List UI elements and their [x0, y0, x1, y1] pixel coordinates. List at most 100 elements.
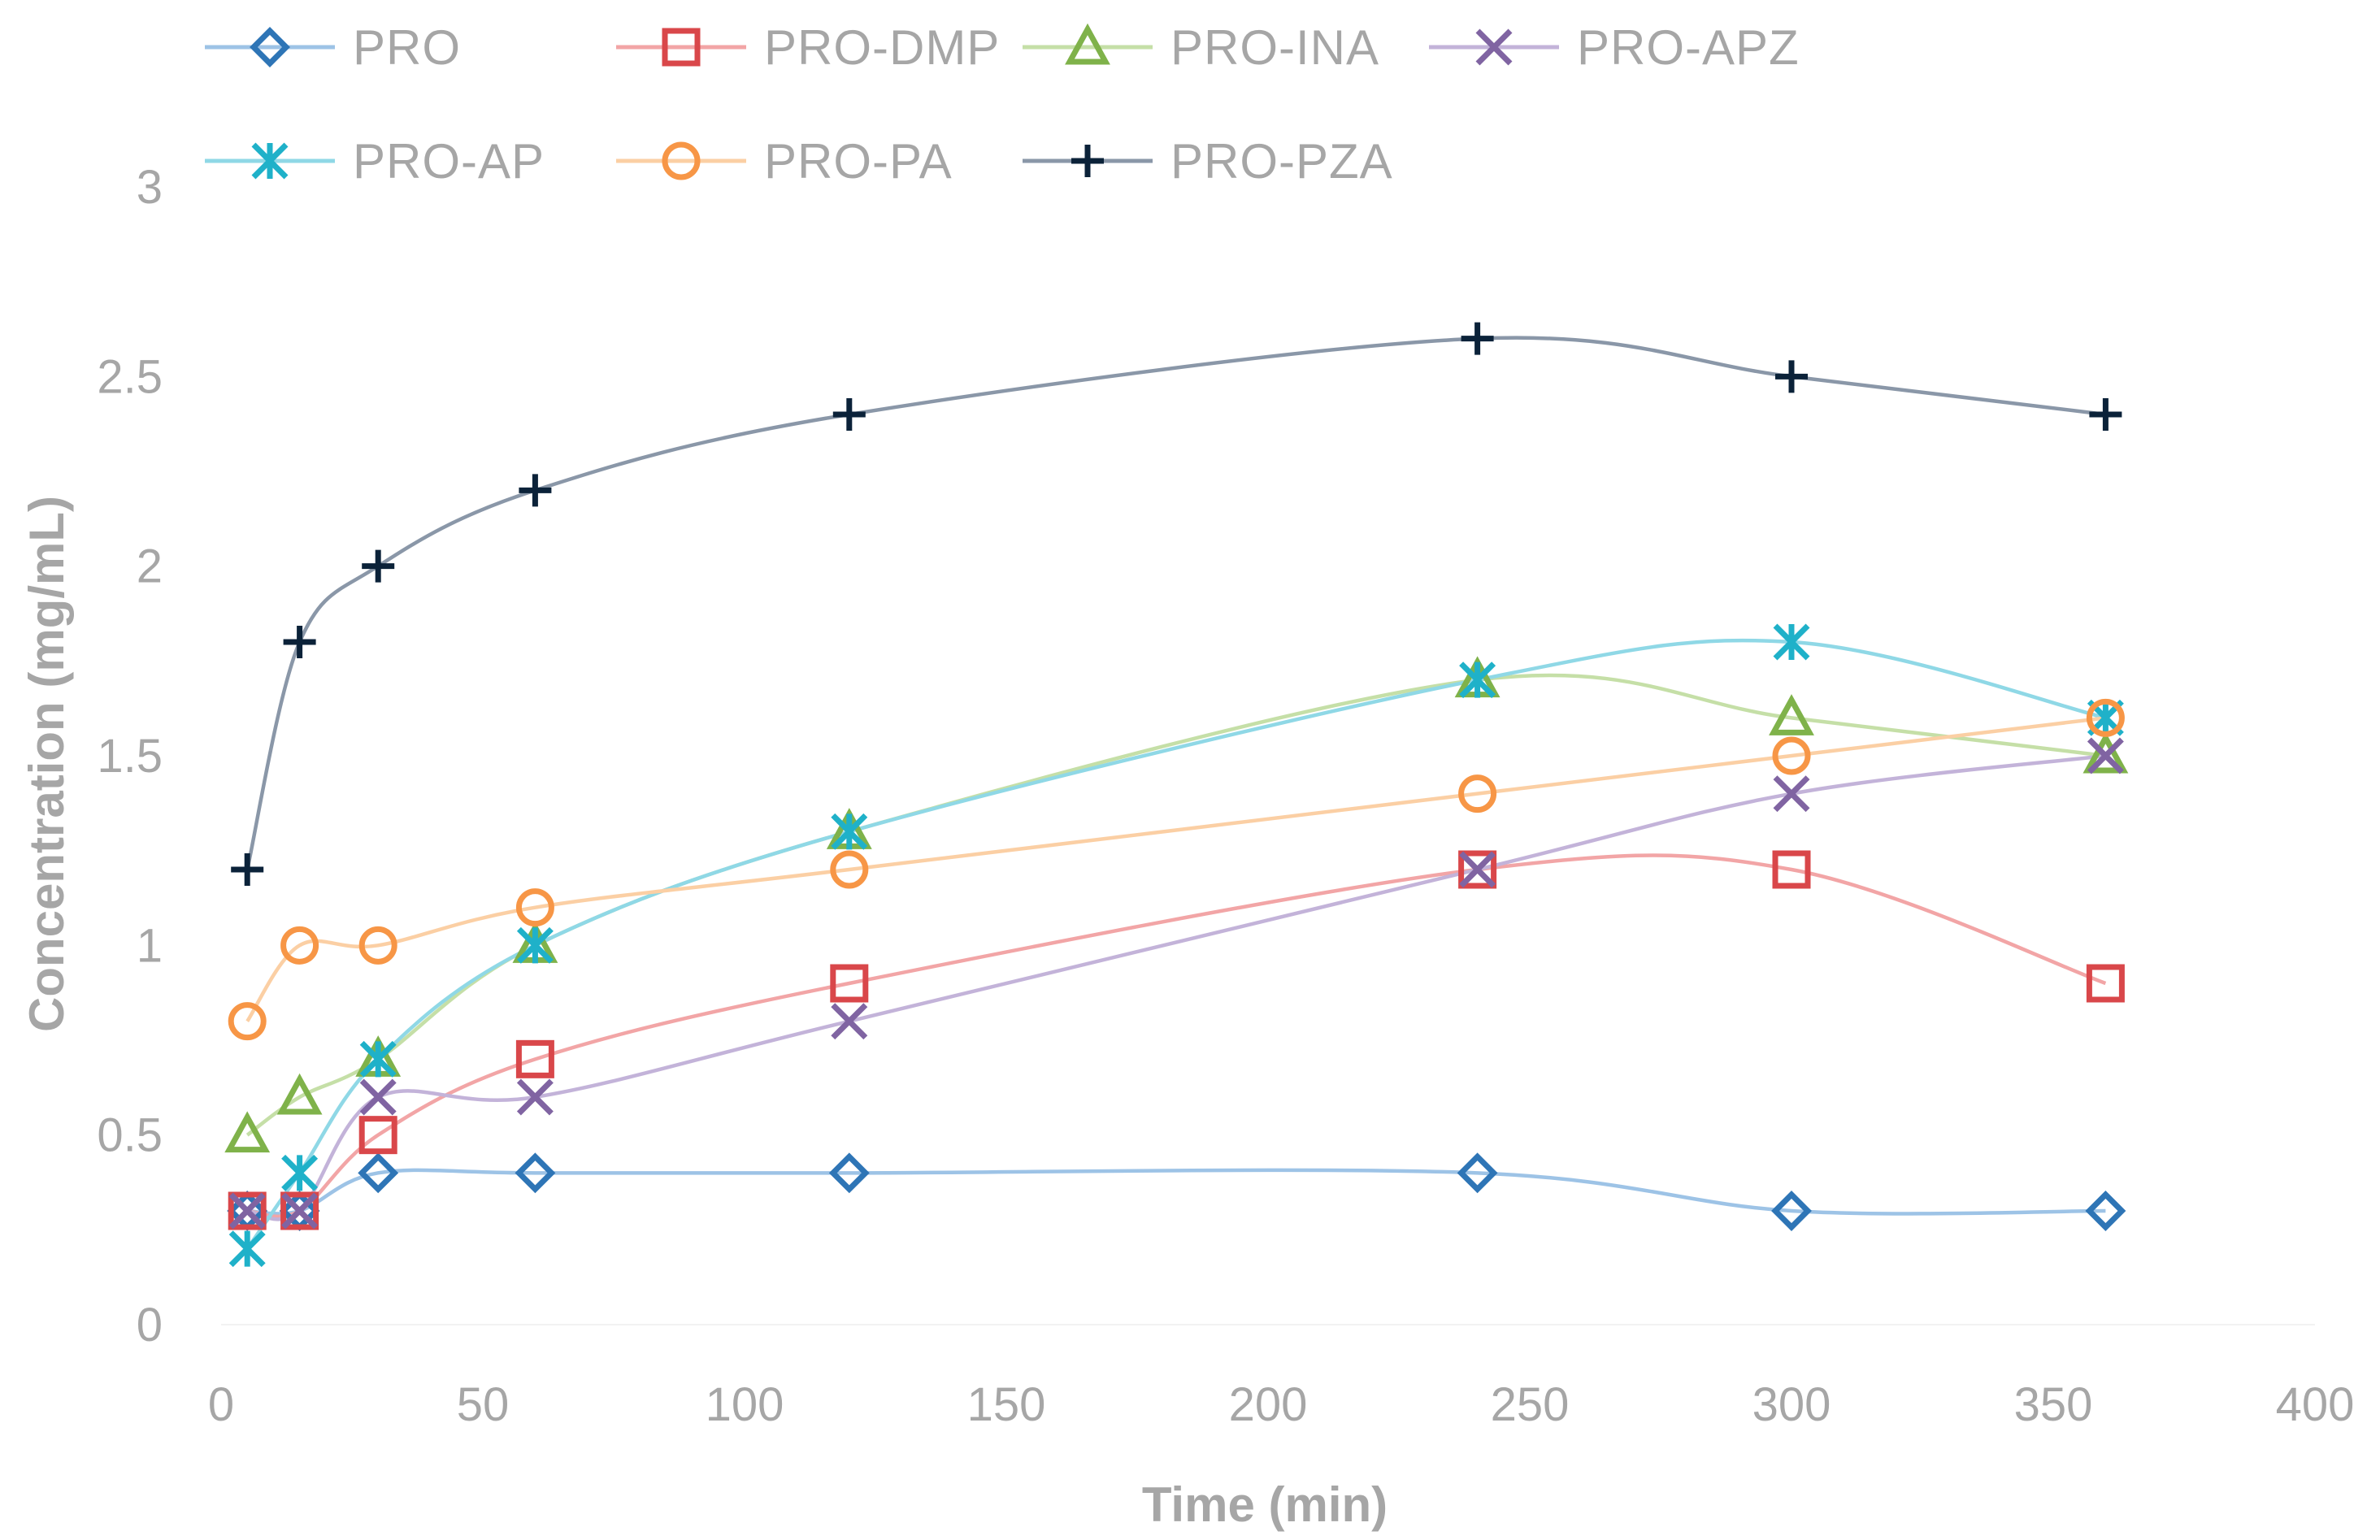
data-point — [358, 1116, 397, 1155]
legend-item-pro-ap: PRO-AP — [205, 134, 545, 189]
y-tick-label: 2.5 — [97, 350, 163, 403]
data-point — [276, 1073, 323, 1115]
legend-marker — [1071, 145, 1104, 177]
data-point — [1772, 850, 1811, 889]
series-markers — [224, 322, 2129, 1268]
data-point — [1771, 1191, 1812, 1231]
data-point — [516, 1078, 554, 1116]
data-point — [1772, 736, 1811, 775]
series-line-pro-apz — [246, 753, 2106, 1221]
legend-label: PRO-AP — [353, 134, 545, 189]
data-point — [516, 926, 554, 964]
data-point — [515, 1039, 554, 1078]
data-point — [359, 1078, 397, 1116]
data-point — [2087, 737, 2124, 774]
legend: PRO PRO-DMP PRO-INA PRO-APZ PRO-AP PRO-PA PRO-… — [205, 20, 1800, 189]
data-point — [832, 398, 866, 431]
data-point — [358, 926, 397, 965]
legend-marker — [662, 141, 701, 180]
x-tick-label: 200 — [1229, 1378, 1308, 1431]
data-point — [281, 1154, 319, 1191]
y-tick-label: 0 — [137, 1299, 163, 1351]
data-point — [231, 853, 264, 886]
data-point — [1459, 662, 1496, 699]
data-point — [515, 888, 554, 927]
series-line-pro-pa — [245, 716, 2106, 1022]
series-line-pro-dmp — [246, 853, 2107, 1219]
data-point — [831, 1003, 868, 1040]
series-lines — [245, 336, 2107, 1250]
legend-item-pro-ina: PRO-INA — [1023, 20, 1379, 75]
x-tick-label: 300 — [1752, 1378, 1831, 1431]
y-tick-label: 1.5 — [97, 730, 163, 783]
legend-marker — [662, 28, 701, 67]
data-point — [830, 964, 869, 1003]
legend-label: PRO-INA — [1170, 20, 1379, 75]
data-point — [2085, 1191, 2126, 1231]
series-line-pro-ina — [245, 673, 2106, 1137]
data-point — [2089, 398, 2122, 431]
data-point — [1773, 623, 1810, 661]
data-point — [831, 813, 868, 850]
data-point — [828, 1152, 870, 1194]
data-point — [362, 549, 395, 583]
data-point — [224, 1111, 271, 1153]
data-point — [1769, 694, 1814, 735]
legend-item-pro-apz: PRO-APZ — [1429, 20, 1800, 75]
x-axis-ticks: 0 50 100 150 200 250 300 350 400 — [208, 1378, 2355, 1431]
data-point — [228, 1192, 266, 1230]
data-point — [2086, 964, 2125, 1003]
y-tick-label: 3 — [137, 161, 163, 214]
legend-label: PRO-APZ — [1577, 20, 1800, 75]
x-tick-label: 50 — [457, 1378, 510, 1431]
legend-item-pro-dmp: PRO-DMP — [616, 20, 999, 75]
series-points-pro-pza — [231, 322, 2122, 886]
y-axis-ticks: 0 0.5 1 1.5 2 2.5 3 — [97, 161, 163, 1351]
data-point — [280, 1191, 319, 1230]
data-point — [515, 1152, 556, 1194]
data-point — [830, 850, 869, 889]
x-axis-title: Time (min) — [1142, 1477, 1388, 1532]
x-tick-label: 350 — [2014, 1378, 2093, 1431]
legend-marker — [1475, 28, 1513, 66]
data-point — [280, 926, 319, 965]
data-point — [519, 474, 552, 507]
y-tick-label: 0.5 — [97, 1109, 163, 1162]
series-line-pro — [247, 1168, 2106, 1216]
legend-item-pro: PRO — [205, 20, 461, 75]
y-axis-title: Concentration (mg/mL) — [20, 496, 74, 1032]
y-tick-label: 1 — [137, 919, 163, 972]
x-tick-label: 0 — [208, 1378, 234, 1431]
y-tick-label: 2 — [137, 540, 163, 593]
data-point — [1459, 851, 1496, 888]
data-point — [2082, 731, 2129, 774]
data-point — [358, 1152, 399, 1194]
legend-label: PRO — [353, 20, 461, 75]
x-tick-label: 400 — [2276, 1378, 2355, 1431]
legend-label: PRO-PZA — [1170, 134, 1393, 189]
x-tick-label: 150 — [967, 1378, 1046, 1431]
data-point — [281, 1192, 319, 1230]
data-point — [283, 626, 316, 658]
data-point — [2086, 698, 2125, 737]
data-point — [1461, 322, 1494, 355]
legend-item-pro-pza: PRO-PZA — [1023, 134, 1393, 189]
series-points-pro-ina — [224, 656, 2129, 1153]
series-line-pro-ap — [245, 638, 2106, 1250]
data-point — [1458, 850, 1497, 889]
data-point — [228, 1230, 266, 1268]
series-points-pro-dmp — [228, 850, 2125, 1230]
series-points-pro-ap — [228, 623, 2124, 1268]
series-points-pro-apz — [228, 737, 2124, 1230]
series-points-pro — [227, 1152, 2126, 1231]
series-points-pro-pa — [228, 698, 2125, 1041]
legend-marker — [1065, 23, 1110, 65]
x-tick-label: 250 — [1491, 1378, 1570, 1431]
legend-label: PRO-PA — [764, 134, 953, 189]
legend-marker — [251, 142, 289, 180]
data-point — [1458, 774, 1497, 813]
data-point — [228, 1191, 267, 1230]
legend-marker — [250, 27, 290, 67]
x-tick-label: 100 — [706, 1378, 784, 1431]
